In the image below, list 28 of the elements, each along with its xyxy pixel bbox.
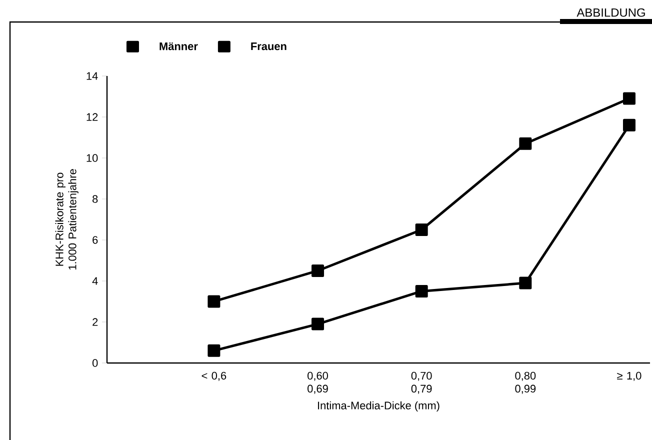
chart-title: ABBILDUNG (576, 8, 645, 17)
x-tick-label: 0,80 0,99 (515, 372, 536, 394)
y-tick-label: 0 (92, 359, 98, 367)
point (415, 223, 428, 236)
legend-label: Männer (160, 42, 198, 50)
x-tick-label: ≥ 1,0 (617, 372, 642, 381)
y-tick-label: 12 (86, 113, 98, 121)
x-axis-title: Intima-Media-Dicke (mm) (318, 401, 440, 412)
y-tick-label: 6 (92, 236, 98, 244)
x-tick-label: 0,60 0,69 (308, 372, 328, 394)
point (622, 92, 636, 105)
y-tick-label: 8 (92, 195, 98, 203)
point (519, 276, 532, 290)
y-tick-label: 14 (86, 72, 98, 80)
point (622, 118, 636, 132)
point (519, 137, 532, 150)
y-tick-label: 10 (86, 154, 98, 162)
point (415, 284, 428, 298)
y-tick-label: 2 (92, 318, 98, 326)
legend-label: Frauen (251, 42, 286, 50)
point (208, 344, 220, 357)
y-axis-title: KHK-Risikorate pro 1.000 Patientenjahre (55, 169, 78, 270)
x-tick-label: < 0,6 (202, 372, 226, 381)
point (312, 264, 324, 277)
y-tick-label: 4 (92, 277, 98, 285)
point (312, 318, 324, 330)
x-tick-label: 0,70 0,79 (411, 372, 432, 394)
point (208, 295, 220, 308)
